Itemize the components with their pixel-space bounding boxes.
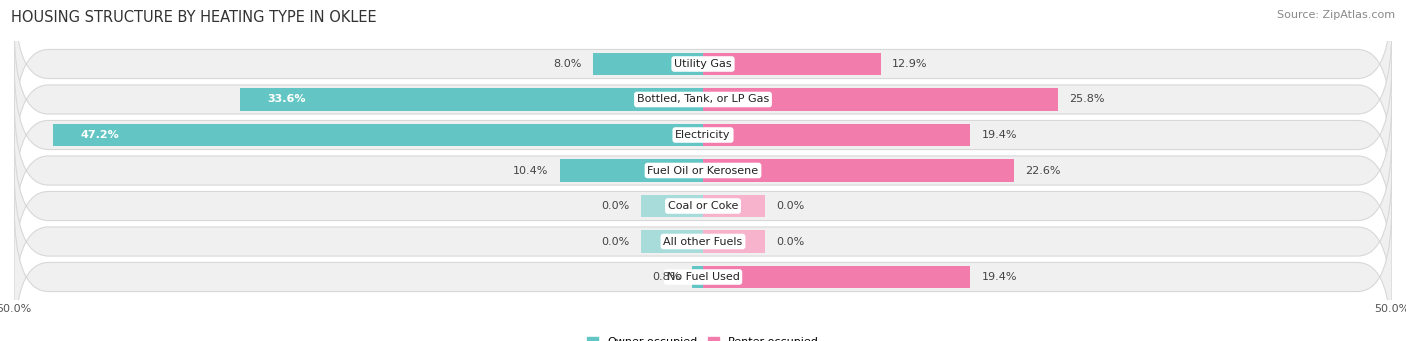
Bar <box>560 160 703 181</box>
Text: 22.6%: 22.6% <box>1025 165 1062 176</box>
Text: Fuel Oil or Kerosene: Fuel Oil or Kerosene <box>647 165 759 176</box>
FancyBboxPatch shape <box>14 96 1392 245</box>
Bar <box>641 195 703 217</box>
Text: 25.8%: 25.8% <box>1070 94 1105 104</box>
FancyBboxPatch shape <box>14 167 1392 316</box>
Text: No Fuel Used: No Fuel Used <box>666 272 740 282</box>
Text: 0.0%: 0.0% <box>776 201 804 211</box>
FancyBboxPatch shape <box>14 0 1392 138</box>
Bar <box>703 231 765 252</box>
Text: Coal or Coke: Coal or Coke <box>668 201 738 211</box>
FancyBboxPatch shape <box>14 25 1392 174</box>
Text: 0.8%: 0.8% <box>652 272 681 282</box>
Bar <box>703 53 880 75</box>
Bar <box>641 231 703 252</box>
Text: 19.4%: 19.4% <box>981 130 1017 140</box>
Text: 33.6%: 33.6% <box>267 94 307 104</box>
Text: HOUSING STRUCTURE BY HEATING TYPE IN OKLEE: HOUSING STRUCTURE BY HEATING TYPE IN OKL… <box>11 10 377 25</box>
Text: 0.0%: 0.0% <box>602 237 630 247</box>
Bar <box>703 89 1059 110</box>
Text: 8.0%: 8.0% <box>554 59 582 69</box>
Text: 10.4%: 10.4% <box>513 165 548 176</box>
Text: 0.0%: 0.0% <box>602 201 630 211</box>
Bar <box>703 266 970 288</box>
Text: 12.9%: 12.9% <box>891 59 928 69</box>
Text: 0.0%: 0.0% <box>776 237 804 247</box>
Bar <box>240 89 703 110</box>
FancyBboxPatch shape <box>14 203 1392 341</box>
Text: 47.2%: 47.2% <box>80 130 120 140</box>
Text: Electricity: Electricity <box>675 130 731 140</box>
Legend: Owner-occupied, Renter-occupied: Owner-occupied, Renter-occupied <box>582 332 824 341</box>
FancyBboxPatch shape <box>14 132 1392 280</box>
Text: Source: ZipAtlas.com: Source: ZipAtlas.com <box>1277 10 1395 20</box>
Text: Bottled, Tank, or LP Gas: Bottled, Tank, or LP Gas <box>637 94 769 104</box>
Bar <box>703 195 765 217</box>
Text: All other Fuels: All other Fuels <box>664 237 742 247</box>
Text: Utility Gas: Utility Gas <box>675 59 731 69</box>
Bar <box>692 266 703 288</box>
Bar <box>703 124 970 146</box>
Bar <box>703 160 1014 181</box>
Text: 19.4%: 19.4% <box>981 272 1017 282</box>
Bar <box>52 124 703 146</box>
FancyBboxPatch shape <box>14 61 1392 209</box>
Bar <box>593 53 703 75</box>
